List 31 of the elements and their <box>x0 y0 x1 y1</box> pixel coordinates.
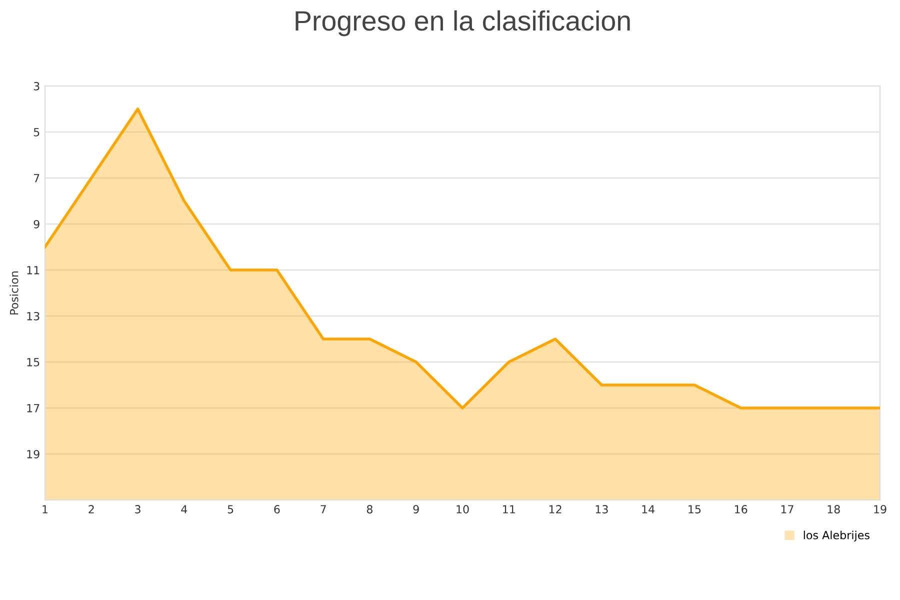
x-tick-label: 16 <box>734 505 748 514</box>
x-tick-label: 4 <box>181 505 188 514</box>
x-tick-label: 17 <box>781 505 794 514</box>
x-tick-label: 5 <box>228 505 234 514</box>
y-tick-label: 3 <box>34 82 40 90</box>
chart-title: Progreso en la clasificacion <box>296 10 630 36</box>
x-tick-label: 18 <box>828 505 840 514</box>
y-tick-label: 17 <box>27 404 40 412</box>
x-tick-label: 14 <box>642 505 654 514</box>
x-tick-label: 12 <box>549 505 562 514</box>
x-tick-label: 1 <box>42 505 48 514</box>
y-tick-label: 9 <box>34 220 40 228</box>
y-tick-label: 13 <box>27 312 40 320</box>
x-tick-label: 7 <box>320 505 326 514</box>
y-tick-label: 5 <box>34 128 40 136</box>
y-axis-title: Posicion <box>10 271 18 314</box>
y-tick-label: 15 <box>27 358 40 366</box>
x-tick-label: 3 <box>135 505 140 514</box>
x-tick-label: 9 <box>413 505 419 514</box>
x-tick-label: 10 <box>456 505 469 514</box>
x-tick-label: 11 <box>503 505 515 514</box>
x-tick-label: 8 <box>366 505 372 514</box>
x-tick-label: 2 <box>88 505 94 514</box>
y-tick-label: 11 <box>27 266 40 274</box>
x-tick-label: 15 <box>688 505 701 514</box>
x-tick-label: 6 <box>274 505 280 514</box>
legend-label: los Alebrijes <box>804 530 870 542</box>
y-tick-label: 7 <box>34 174 40 182</box>
x-tick-label: 13 <box>596 505 608 514</box>
x-tick-label: 19 <box>874 505 886 514</box>
y-tick-label: 19 <box>27 450 40 458</box>
